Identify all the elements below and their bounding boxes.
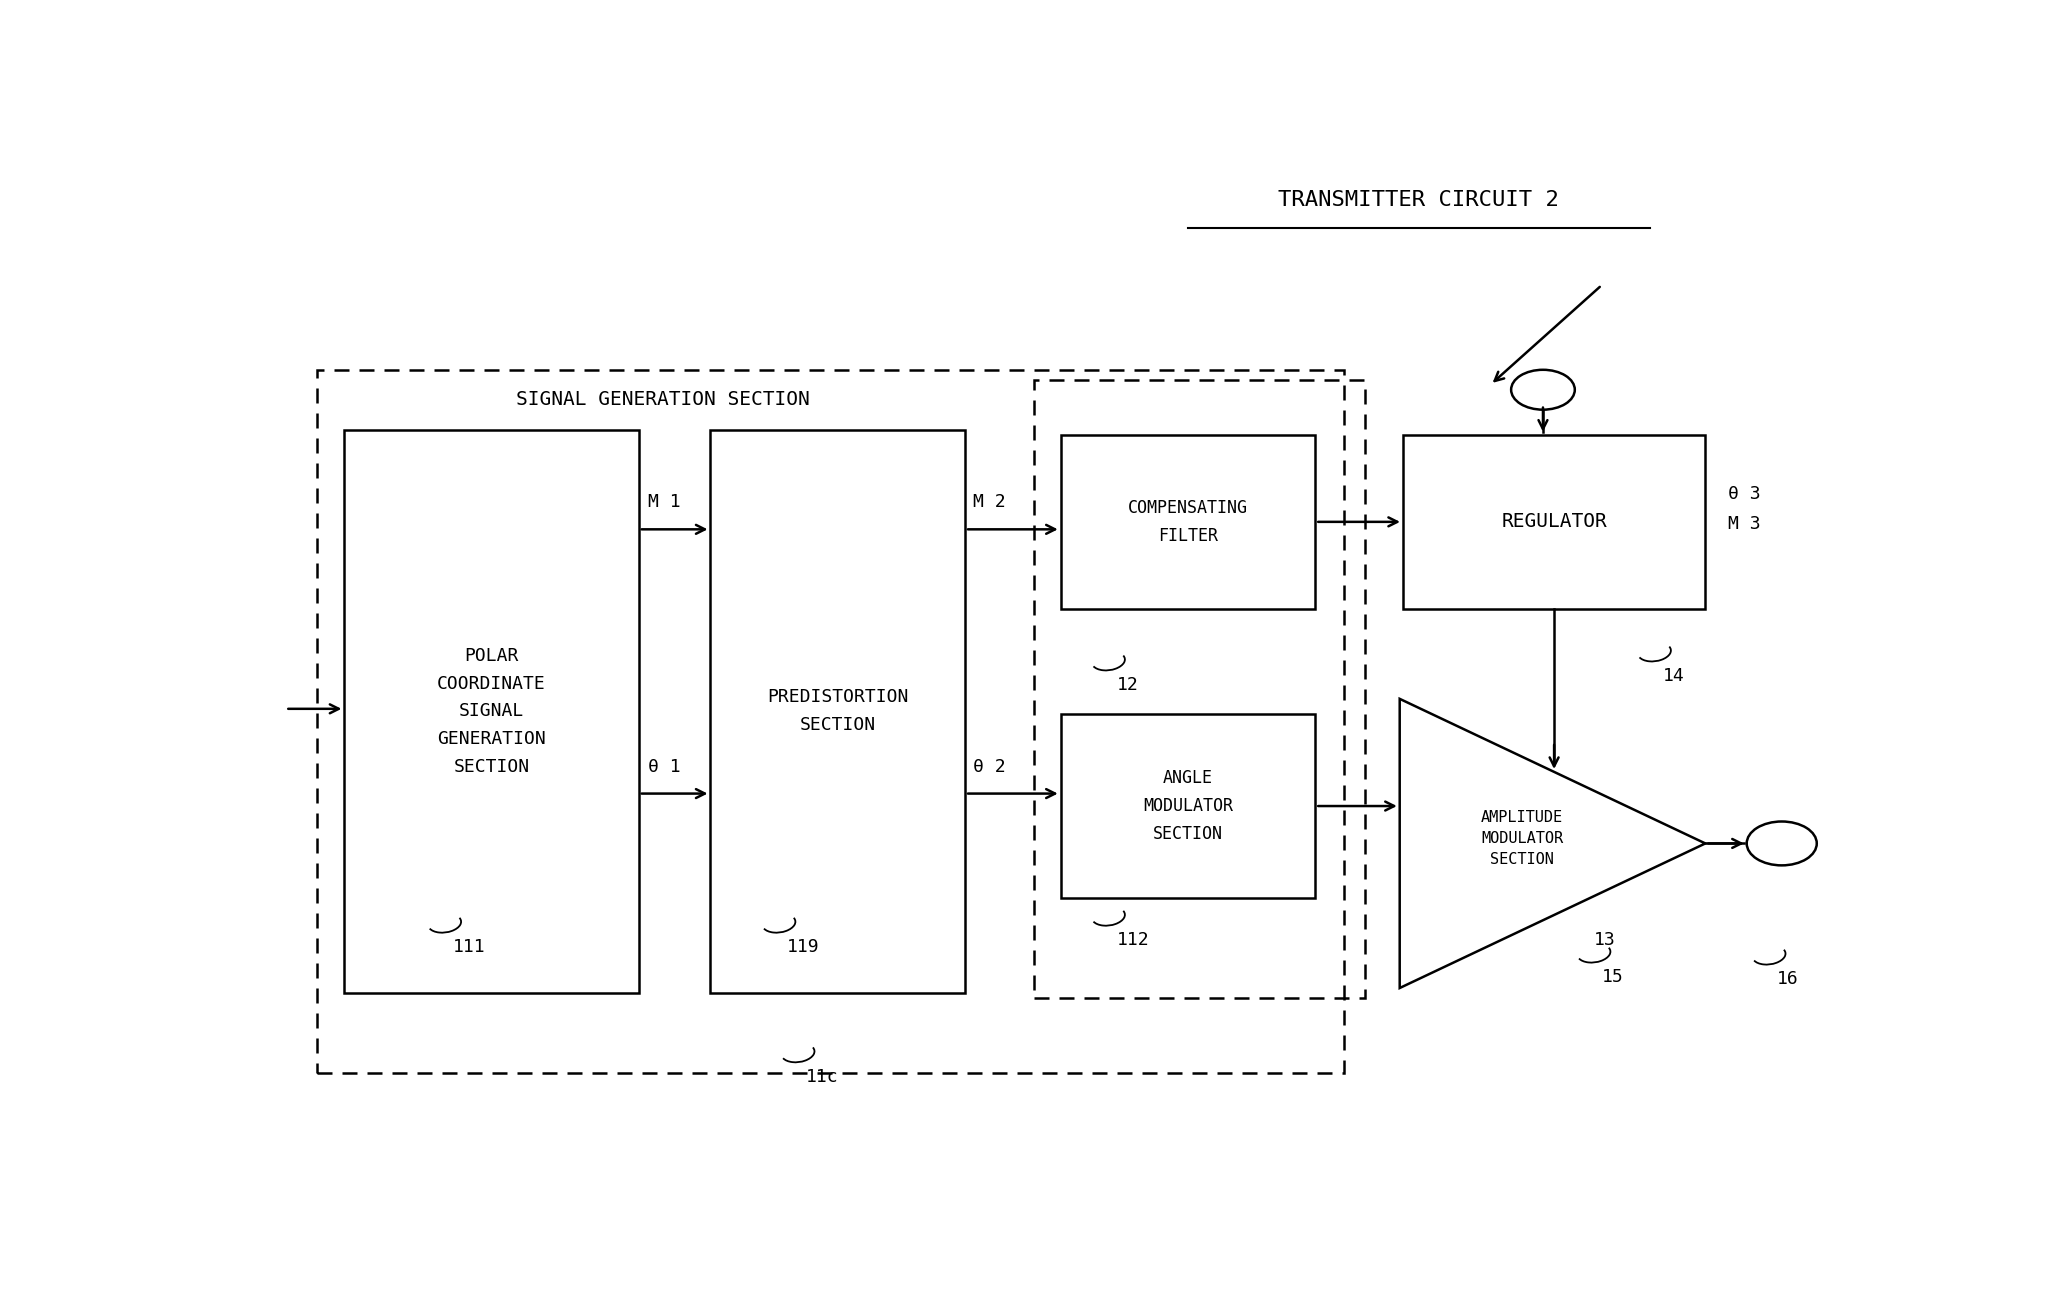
Text: 112: 112 xyxy=(1117,931,1148,949)
Text: M 2: M 2 xyxy=(974,493,1006,512)
Bar xyxy=(711,430,965,993)
Text: AMPLITUDE
MODULATOR
SECTION: AMPLITUDE MODULATOR SECTION xyxy=(1481,809,1563,866)
Text: 12: 12 xyxy=(1117,676,1138,694)
Text: θ 3: θ 3 xyxy=(1727,486,1760,504)
Text: ANGLE
MODULATOR
SECTION: ANGLE MODULATOR SECTION xyxy=(1142,769,1232,843)
Text: θ 1: θ 1 xyxy=(649,758,682,776)
Bar xyxy=(316,370,1343,1072)
Text: SIGNAL GENERATION SECTION: SIGNAL GENERATION SECTION xyxy=(516,390,809,409)
Text: REGULATOR: REGULATOR xyxy=(1501,513,1606,531)
Text: POLAR
COORDINATE
SIGNAL
GENERATION
SECTION: POLAR COORDINATE SIGNAL GENERATION SECTI… xyxy=(438,646,546,776)
Text: 119: 119 xyxy=(787,938,820,956)
Circle shape xyxy=(1746,821,1818,865)
Text: M 3: M 3 xyxy=(1727,515,1760,534)
Text: 15: 15 xyxy=(1602,969,1623,985)
Text: 11c: 11c xyxy=(805,1068,838,1085)
Bar xyxy=(345,430,639,993)
Text: TRANSMITTER CIRCUIT 2: TRANSMITTER CIRCUIT 2 xyxy=(1278,190,1559,210)
Bar xyxy=(1403,435,1705,609)
Circle shape xyxy=(1512,370,1575,409)
Text: PREDISTORTION
SECTION: PREDISTORTION SECTION xyxy=(766,689,908,734)
Text: 13: 13 xyxy=(1594,931,1616,949)
Text: M 1: M 1 xyxy=(649,493,682,512)
Text: COMPENSATING
FILTER: COMPENSATING FILTER xyxy=(1128,499,1249,545)
Bar xyxy=(1060,714,1315,899)
Bar xyxy=(1033,379,1364,998)
Polygon shape xyxy=(1399,699,1705,988)
Text: 14: 14 xyxy=(1662,667,1684,685)
Bar xyxy=(1060,435,1315,609)
Text: 111: 111 xyxy=(452,938,485,956)
Text: 16: 16 xyxy=(1777,970,1799,988)
Text: θ 2: θ 2 xyxy=(974,758,1006,776)
